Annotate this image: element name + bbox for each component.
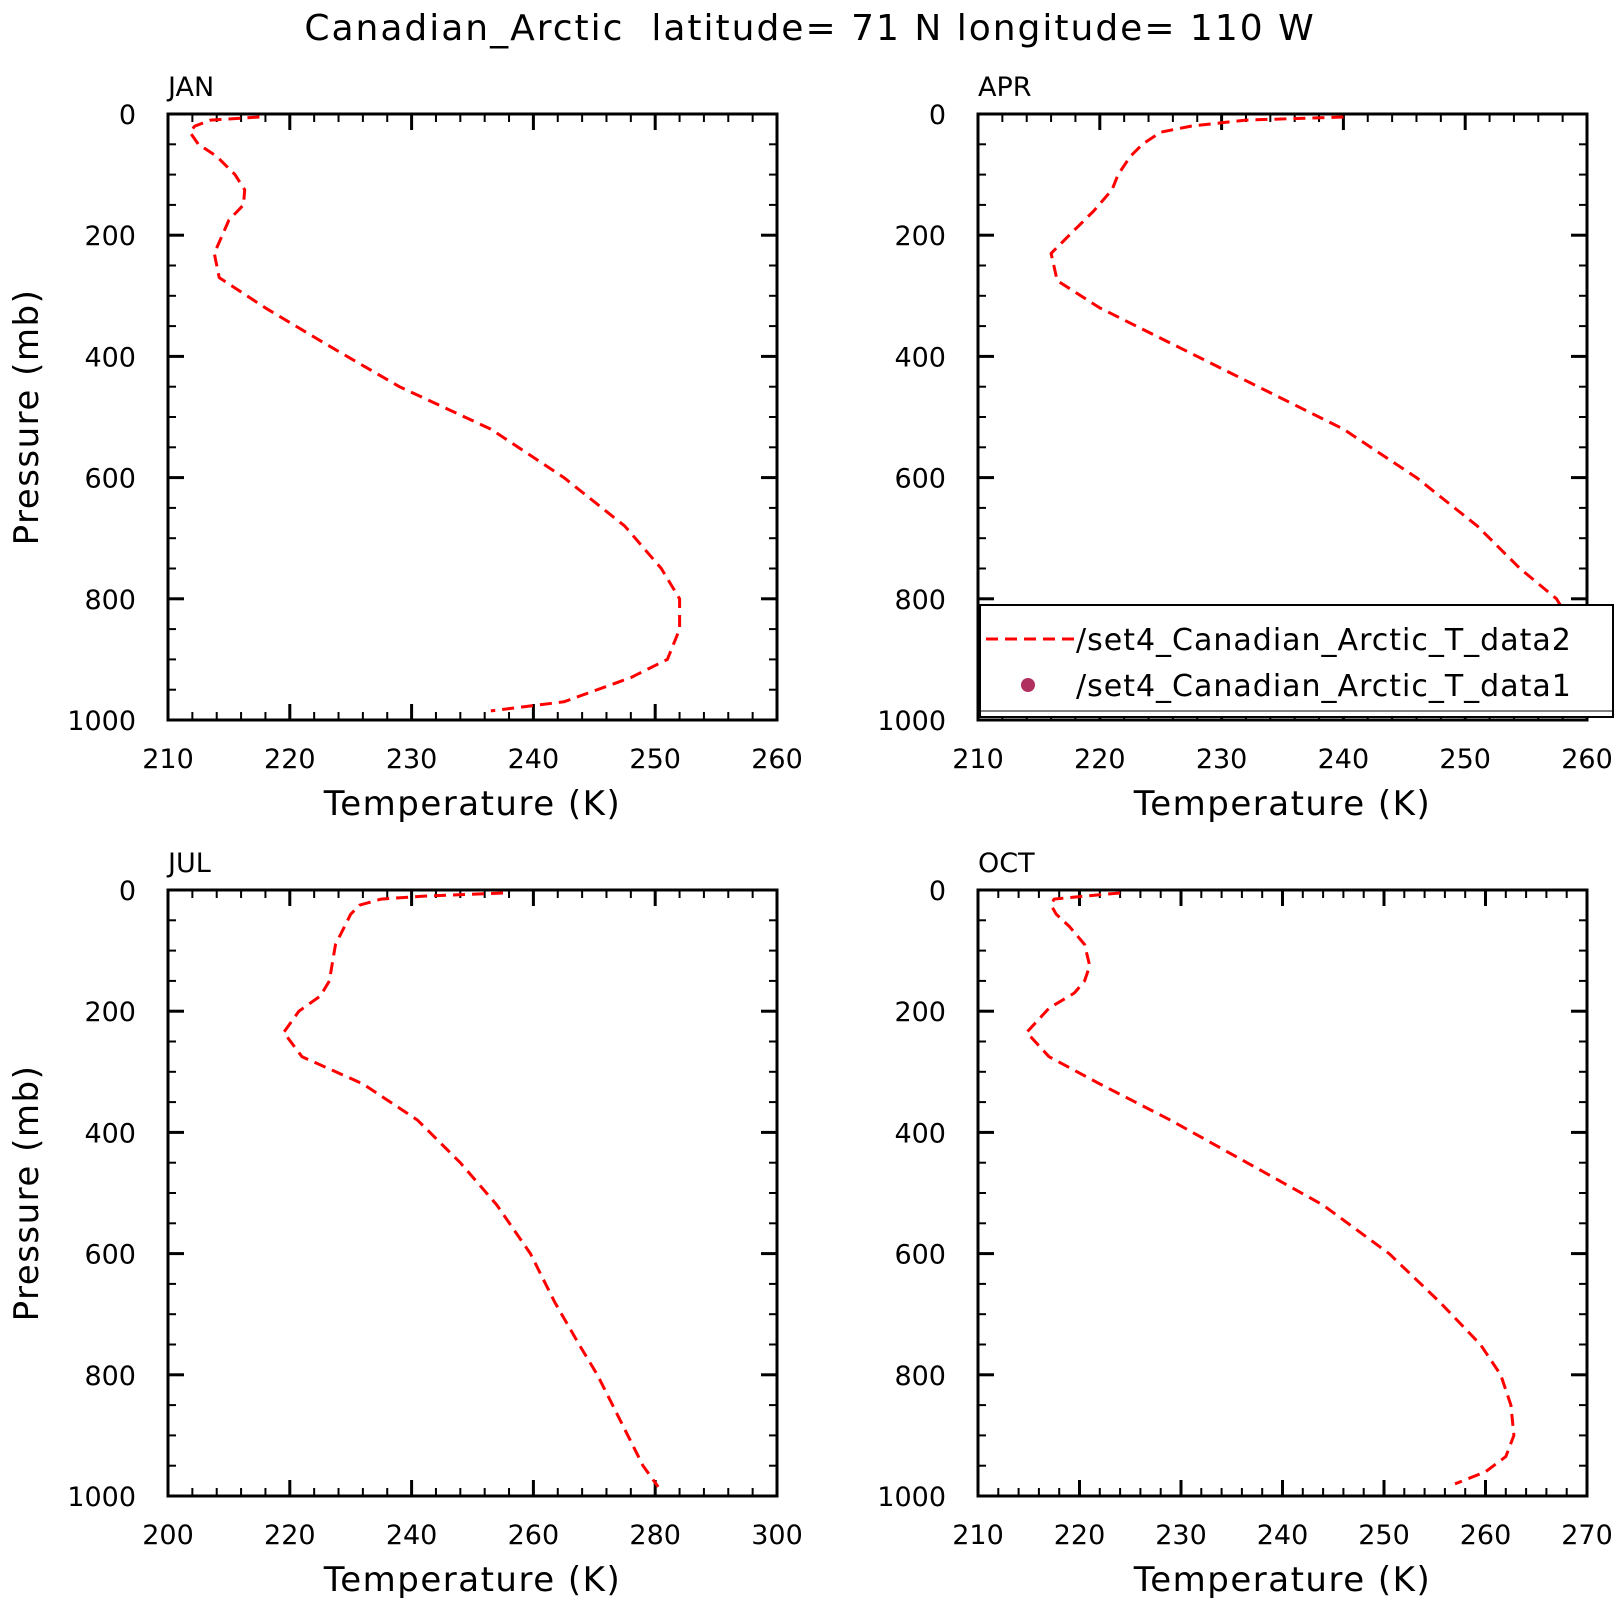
x-tick-label: 250	[629, 744, 681, 775]
y-axis-label-jul: Pressure (mb)	[7, 1065, 47, 1322]
x-tick-label: 240	[1257, 1520, 1309, 1551]
panel-jan: JAN 210 220 230 240 250 260 0 200 400 600 800 1000 Te…	[7, 72, 803, 824]
x-tick-label: 210	[952, 744, 1004, 775]
x-tick-label: 250	[1439, 744, 1491, 775]
y-tick-label: 200	[894, 997, 946, 1028]
y-tick-label: 800	[894, 585, 946, 616]
x-tick-label: 220	[1074, 744, 1126, 775]
y-tick-label: 400	[84, 1118, 136, 1149]
x-tick-label: 210	[142, 744, 194, 775]
panel-label-jul: JUL	[166, 848, 211, 879]
y-tick-label: 200	[84, 997, 136, 1028]
x-tick-label: 300	[751, 1520, 803, 1551]
x-axis-label-apr: Temperature (K)	[1133, 784, 1432, 824]
series-line-jan	[188, 115, 682, 713]
legend-entry-label: /set4_Canadian_Arctic_T_data2	[1076, 623, 1572, 658]
y-tick-label: 200	[84, 221, 136, 252]
series-line-oct	[1025, 891, 1516, 1486]
legend-box	[979, 604, 1614, 718]
y-tick-label: 0	[119, 100, 136, 131]
x-tick-label: 260	[751, 744, 803, 775]
y-tick-label: 800	[894, 1361, 946, 1392]
y-tick-label: 0	[119, 876, 136, 907]
x-tick-label: 270	[1561, 1520, 1613, 1551]
x-tick-label: 240	[508, 744, 560, 775]
y-tick-label: 600	[84, 1240, 136, 1271]
plot-frame-jan	[166, 112, 779, 722]
x-axis-label-jul: Temperature (K)	[323, 1560, 622, 1600]
panel-jul: JUL 200 220 240 260 280 300 0 200 400 600 800 1000 Te…	[7, 848, 803, 1600]
y-axis-label-jan: Pressure (mb)	[7, 289, 47, 546]
plot-frame-jul	[166, 888, 779, 1498]
x-axis-label-oct: Temperature (K)	[1133, 1560, 1432, 1600]
series-line-jul	[282, 891, 660, 1488]
y-tick-label: 400	[894, 342, 946, 373]
x-tick-label: 230	[1196, 744, 1248, 775]
legend-swatch-dot	[1021, 678, 1035, 692]
panels: JAN 210 220 230 240 250 260 0 200 400 600 800 1000 Te…	[7, 72, 1613, 1600]
x-tick-label: 220	[264, 744, 316, 775]
x-tick-label: 260	[1460, 1520, 1512, 1551]
x-tick-label: 240	[1318, 744, 1370, 775]
legend-entry-label: /set4_Canadian_Arctic_T_data1	[1076, 669, 1572, 704]
y-tick-label: 800	[84, 1361, 136, 1392]
x-tick-label: 220	[1054, 1520, 1106, 1551]
y-tick-label: 1000	[67, 1482, 136, 1513]
plot-frame-oct	[976, 888, 1589, 1498]
y-tick-label: 600	[84, 464, 136, 495]
x-tick-label: 230	[386, 744, 438, 775]
x-tick-label: 200	[142, 1520, 194, 1551]
panel-label-jan: JAN	[166, 72, 214, 103]
y-tick-label: 0	[929, 100, 946, 131]
y-tick-label: 800	[84, 585, 136, 616]
y-tick-label: 400	[894, 1118, 946, 1149]
x-axis-label-jan: Temperature (K)	[323, 784, 622, 824]
panel-label-apr: APR	[978, 72, 1032, 103]
x-tick-label: 250	[1358, 1520, 1410, 1551]
x-tick-label: 260	[508, 1520, 560, 1551]
x-tick-label: 260	[1561, 744, 1613, 775]
y-tick-label: 400	[84, 342, 136, 373]
y-tick-label: 1000	[67, 706, 136, 737]
y-tick-label: 1000	[877, 1482, 946, 1513]
x-tick-label: 280	[629, 1520, 681, 1551]
x-tick-label: 210	[952, 1520, 1004, 1551]
panel-label-oct: OCT	[978, 848, 1035, 879]
y-tick-label: 1000	[877, 706, 946, 737]
figure-title: Canadian_Arctic latitude= 71 N longitude…	[304, 8, 1315, 49]
y-tick-label: 0	[929, 876, 946, 907]
y-tick-label: 600	[894, 1240, 946, 1271]
x-tick-label: 240	[386, 1520, 438, 1551]
x-tick-label: 230	[1155, 1520, 1207, 1551]
y-tick-label: 200	[894, 221, 946, 252]
y-tick-label: 600	[894, 464, 946, 495]
legend: /set4_Canadian_Arctic_T_data2/set4_Canad…	[979, 604, 1614, 718]
x-tick-label: 220	[264, 1520, 316, 1551]
panel-oct: OCT 210 220 230 240 250 260 270 0 200 400 600 800 100…	[877, 848, 1612, 1600]
